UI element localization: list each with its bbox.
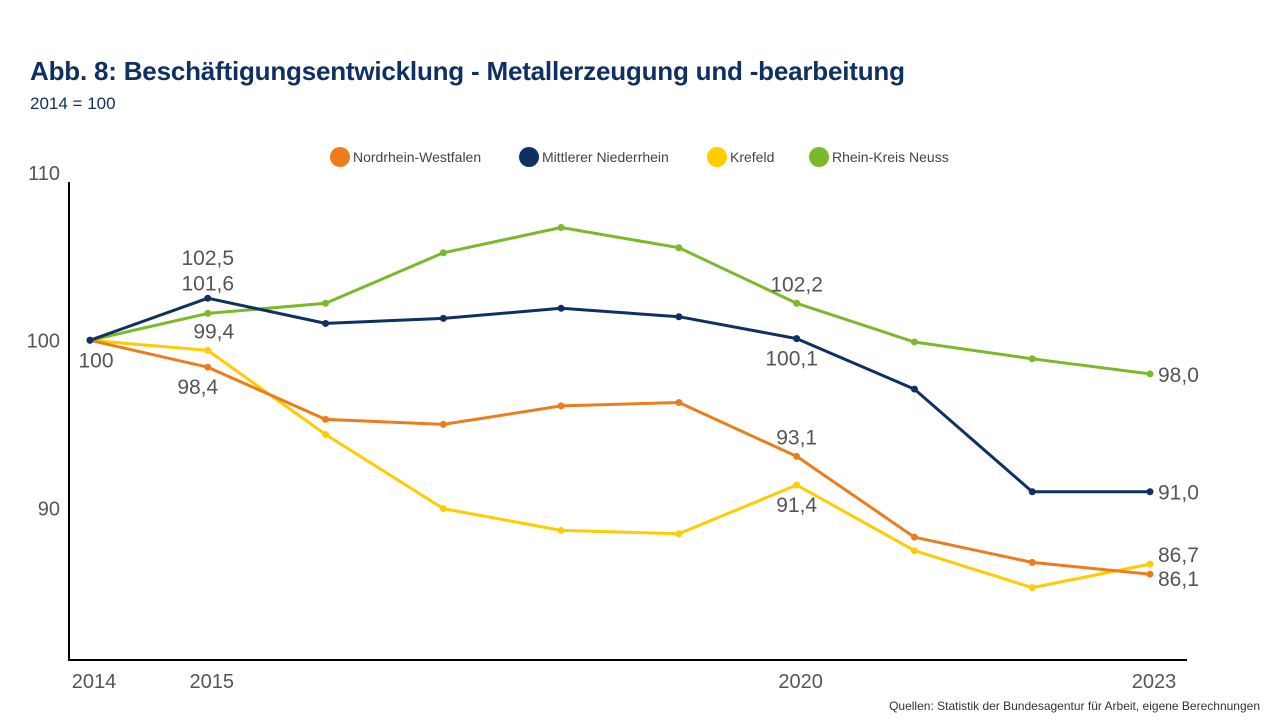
data-point-mittlerer-niederrhein-2021 [910,385,918,393]
data-point-nordrhein-westfalen-2023 [1146,570,1154,578]
data-point-krefeld-2021 [910,547,918,555]
data-label-101-6: 101,6 [181,272,234,295]
legend-marker-rhein-kreis-neuss [809,147,829,167]
data-point-rhein-kreis-neuss-2021 [910,338,918,346]
data-label-93-1: 93,1 [776,426,817,449]
data-point-rhein-kreis-neuss-2015 [204,309,212,317]
data-point-rhein-kreis-neuss-2016 [322,299,330,307]
data-label-99-4: 99,4 [193,320,234,343]
series-lines [88,226,1152,590]
legend-label-rhein-kreis-neuss: Rhein-Kreis Neuss [832,149,949,165]
data-point-nordrhein-westfalen-2018 [557,402,565,410]
data-point-rhein-kreis-neuss-2019 [675,244,683,252]
data-point-mittlerer-niederrhein-2017 [439,314,447,322]
data-point-krefeld-2019 [675,530,683,538]
chart-subtitle: 2014 = 100 [30,94,116,113]
data-point-krefeld-2015 [204,346,212,354]
data-point-mittlerer-niederrhein-2023 [1146,488,1154,496]
data-label-98-4: 98,4 [177,376,218,399]
source-note: Quellen: Statistik der Bundesagentur für… [889,699,1260,713]
data-point-rhein-kreis-neuss-2022 [1028,355,1036,363]
data-point-rhein-kreis-neuss-2020 [793,299,801,307]
data-point-nordrhein-westfalen-2015 [204,363,212,371]
data-label-91-0: 91,0 [1158,482,1199,505]
legend-label-krefeld: Krefeld [730,149,774,165]
data-point-mittlerer-niederrhein-2020 [793,335,801,343]
data-point-rhein-kreis-neuss-2023 [1146,370,1154,378]
legend-label-mittlerer-niederrhein: Mittlerer Niederrhein [542,149,669,165]
data-point-nordrhein-westfalen-2020 [793,452,801,460]
data-point-krefeld-2018 [557,526,565,534]
x-tick-label-2015: 2015 [190,671,235,693]
data-point-mittlerer-niederrhein-2015 [204,294,212,302]
data-label-91-4: 91,4 [776,494,817,517]
data-point-mittlerer-niederrhein-2022 [1028,488,1036,496]
data-point-krefeld-2016 [322,431,330,439]
series-line-nordrhein-westfalen [88,338,1152,576]
data-point-rhein-kreis-neuss-2017 [439,249,447,257]
data-label-98-0: 98,0 [1158,364,1199,387]
y-tick-label-90: 90 [38,499,60,521]
series-points [86,224,1154,592]
legend-label-nordrhein-westfalen: Nordrhein-Westfalen [353,149,481,165]
data-point-krefeld-2020 [793,481,801,489]
y-tick-label-100: 100 [27,330,60,352]
chart-legend: Nordrhein-Westfalen Mittlerer Niederrhein… [330,147,949,167]
chart-title: Abb. 8: Beschäftigungsentwicklung - Meta… [30,56,905,86]
data-label-102-5: 102,5 [181,247,234,270]
chart-axes: 90 100 110 2014 2015 2020 2023 [27,163,1187,693]
data-point-krefeld-2022 [1028,584,1036,592]
x-tick-label-2020: 2020 [778,671,823,693]
data-point-nordrhein-westfalen-2017 [439,420,447,428]
data-point-krefeld-2017 [439,505,447,513]
legend-marker-krefeld [707,147,727,167]
data-label-100: 100 [78,349,113,372]
data-point-mittlerer-niederrhein-2019 [675,313,683,321]
data-point-mittlerer-niederrhein-2018 [557,304,565,312]
data-label-86-7: 86,7 [1158,544,1199,567]
data-point-krefeld-2023 [1146,560,1154,568]
data-label-86-1: 86,1 [1158,568,1199,591]
series-line-mittlerer-niederrhein [88,296,1152,494]
data-point-rhein-kreis-neuss-2018 [557,224,565,232]
data-point-nordrhein-westfalen-2022 [1028,558,1036,566]
data-point-nordrhein-westfalen-2019 [675,399,683,407]
x-tick-label-2023: 2023 [1132,671,1177,693]
x-tick-label-2014: 2014 [72,671,117,693]
data-point-mittlerer-niederrhein-2016 [322,319,330,327]
series-line-krefeld [88,338,1152,590]
series-line-rhein-kreis-neuss [88,226,1152,376]
data-point-nordrhein-westfalen-2021 [910,533,918,541]
data-point-mittlerer-niederrhein-2014 [86,336,94,344]
legend-marker-mittlerer-niederrhein [519,147,539,167]
data-label-102-2: 102,2 [770,273,823,296]
data-label-100-1: 100,1 [765,348,818,371]
y-tick-label-110: 110 [28,163,60,185]
legend-marker-nordrhein-westfalen [330,147,350,167]
data-point-nordrhein-westfalen-2016 [322,415,330,423]
